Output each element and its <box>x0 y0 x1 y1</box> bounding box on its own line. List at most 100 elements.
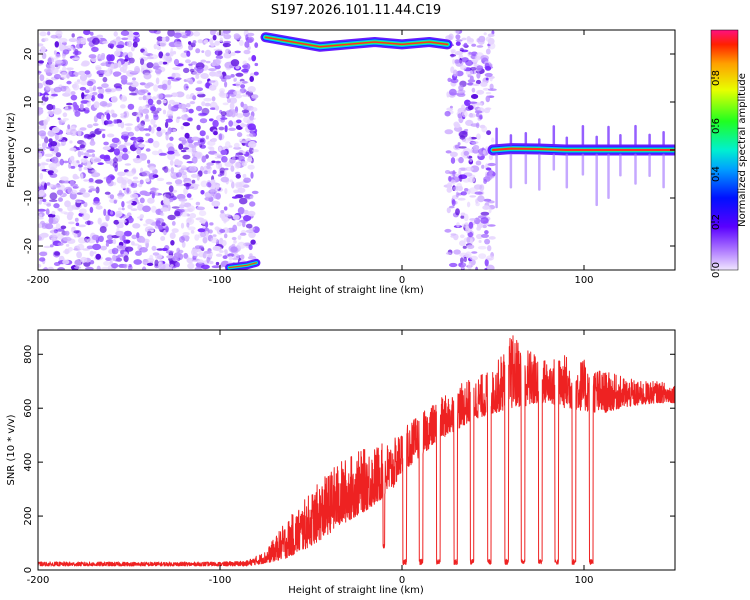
noise-blob <box>241 68 249 73</box>
noise-blob <box>153 124 158 128</box>
noise-blob <box>476 89 485 95</box>
noise-blob <box>193 183 197 186</box>
noise-blob <box>487 37 495 45</box>
noise-blob <box>54 41 59 48</box>
noise-blob <box>233 189 240 194</box>
noise-blob <box>104 191 111 195</box>
noise-blob <box>485 91 492 95</box>
noise-blob <box>80 151 84 156</box>
noise-blob <box>189 165 197 172</box>
noise-blob <box>252 149 259 153</box>
noise-blob <box>158 51 164 59</box>
noise-blob <box>194 266 202 270</box>
noise-blob <box>232 214 240 220</box>
noise-blob <box>44 153 54 157</box>
noise-blob <box>146 62 154 69</box>
noise-blob <box>224 167 229 171</box>
noise-blob <box>120 182 127 190</box>
noise-blob <box>169 197 174 203</box>
noise-blob <box>239 161 249 164</box>
noise-blob <box>74 259 82 267</box>
noise-blob <box>196 66 204 74</box>
noise-blob <box>92 243 102 251</box>
noise-blob <box>134 142 140 149</box>
snr-y-ticks: 0 200 400 600 800 <box>23 345 675 573</box>
colorbar-tick-label: 0.2 <box>711 214 722 230</box>
noise-blob <box>68 221 75 225</box>
noise-blob <box>113 219 120 225</box>
noise-blob <box>211 200 221 207</box>
noise-blob <box>64 105 69 110</box>
noise-blob <box>223 206 228 211</box>
noise-blob <box>38 223 43 229</box>
noise-blob <box>208 80 212 84</box>
noise-blob <box>485 77 489 81</box>
noise-blob <box>251 55 257 62</box>
noise-blob <box>251 94 259 99</box>
noise-blob <box>43 123 47 130</box>
noise-blob <box>208 68 217 72</box>
noise-blob <box>117 122 122 127</box>
noise-blob <box>99 101 108 107</box>
noise-blob <box>189 101 196 105</box>
noise-blob <box>178 169 184 174</box>
noise-blob <box>451 50 455 54</box>
noise-blob <box>200 59 207 63</box>
noise-blob <box>39 172 44 180</box>
noise-blob <box>232 224 238 232</box>
noise-blob <box>65 45 74 51</box>
noise-blob <box>131 234 138 240</box>
noise-blob <box>215 253 223 257</box>
noise-blob <box>120 104 126 109</box>
noise-blob <box>166 181 173 185</box>
noise-blob <box>88 166 93 169</box>
noise-blob <box>50 237 57 241</box>
noise-blob <box>461 37 467 41</box>
noise-blob <box>57 117 61 121</box>
noise-blob <box>445 252 452 255</box>
noise-blob <box>203 39 209 44</box>
y-tick-label: 20 <box>23 48 34 61</box>
noise-blob <box>38 213 43 218</box>
noise-blob <box>209 38 214 45</box>
noise-blob <box>121 37 129 41</box>
noise-blob <box>76 200 82 204</box>
noise-blob <box>250 171 254 179</box>
noise-blob <box>116 176 124 184</box>
noise-blob <box>462 43 469 47</box>
noise-blob <box>131 180 140 184</box>
noise-blob <box>146 262 154 266</box>
noise-blob <box>173 41 183 47</box>
noise-blob <box>180 222 185 229</box>
noise-blob <box>469 255 478 261</box>
noise-blob <box>247 38 253 44</box>
noise-blob <box>475 266 479 270</box>
noise-blob <box>143 118 151 122</box>
noise-blob <box>163 165 169 173</box>
noise-blob <box>195 74 200 80</box>
noise-blob <box>38 130 47 137</box>
noise-blob <box>151 150 160 156</box>
noise-blob <box>188 143 194 148</box>
noise-blob <box>173 32 182 39</box>
noise-blob <box>183 183 192 187</box>
noise-blob <box>485 48 491 55</box>
noise-blob <box>96 34 104 38</box>
noise-blob <box>126 40 133 48</box>
noise-blob <box>164 267 172 270</box>
noise-blob <box>69 128 78 137</box>
noise-blob <box>57 242 64 246</box>
noise-blob <box>463 213 469 222</box>
noise-blob <box>469 75 474 82</box>
noise-blob <box>215 261 220 266</box>
noise-blob <box>218 126 225 131</box>
noise-blob <box>76 251 82 259</box>
noise-blob <box>156 36 163 42</box>
noise-blob <box>183 252 189 259</box>
noise-blob <box>103 141 109 146</box>
noise-blob <box>98 235 104 242</box>
noise-blob <box>237 235 242 240</box>
noise-blob <box>41 162 49 166</box>
noise-blob <box>89 131 96 138</box>
noise-blob <box>248 231 256 238</box>
